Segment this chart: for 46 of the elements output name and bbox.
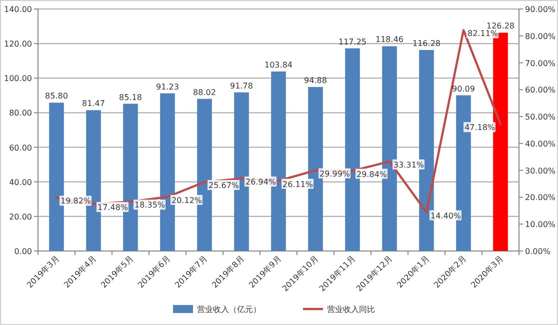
data-label: 116.28 xyxy=(412,39,440,48)
data-label: 33.31% xyxy=(394,160,424,170)
y-tick-label: 20.00 xyxy=(9,212,32,222)
data-label: 81.47 xyxy=(82,99,105,108)
data-label: 117.25 xyxy=(338,37,366,46)
data-label: 14.40% xyxy=(430,211,462,220)
y2-tick-label: 50.00% xyxy=(525,112,556,122)
y-tick-label: 140.00 xyxy=(4,5,32,14)
y2-tick-label: 40.00% xyxy=(525,139,556,148)
data-label: 88.02 xyxy=(193,88,216,97)
y-tick-label: 120.00 xyxy=(4,40,32,49)
y2-tick-label: 0.00% xyxy=(525,247,551,256)
data-label: 91.23 xyxy=(156,82,179,92)
y-tick-label: 40.00 xyxy=(9,178,32,187)
y2-tick-label: 60.00% xyxy=(525,86,556,95)
data-label: 18.35% xyxy=(134,200,166,210)
y2-tick-label: 90.00% xyxy=(525,5,556,14)
data-label: 126.28 xyxy=(486,22,514,31)
data-label: 85.80 xyxy=(45,92,68,101)
data-label: 103.84 xyxy=(264,60,292,70)
data-label: 17.48% xyxy=(98,203,128,212)
y2-tick-label: 30.00% xyxy=(525,166,556,176)
data-label: 29.99% xyxy=(320,169,350,178)
data-label: 29.84% xyxy=(356,170,388,179)
data-label: 118.46 xyxy=(376,35,404,44)
y-tick-label: 0.00 xyxy=(14,247,32,256)
data-label: 90.09 xyxy=(452,84,475,94)
data-label: 25.67% xyxy=(208,180,240,190)
data-label: 91.78 xyxy=(230,81,253,90)
data-label: 20.12% xyxy=(172,196,202,205)
legend-label: 营业收入同比 xyxy=(327,305,375,314)
data-label: 94.88 xyxy=(304,76,327,85)
y-tick-label: 80.00 xyxy=(9,108,32,118)
y2-tick-label: 70.00% xyxy=(525,58,556,68)
data-label: 26.11% xyxy=(282,180,314,189)
y-tick-label: 60.00 xyxy=(9,143,32,152)
y-tick-label: 100.00 xyxy=(4,74,32,84)
y2-tick-label: 10.00% xyxy=(525,220,556,230)
y2-tick-label: 20.00% xyxy=(525,193,556,202)
data-label: 26.94% xyxy=(246,178,276,187)
legend-label: 营业收入（亿元） xyxy=(197,305,261,314)
data-label: 85.18 xyxy=(119,92,142,102)
y2-tick-label: 80.00% xyxy=(525,32,556,41)
data-label: 82.11% xyxy=(468,29,498,38)
data-label: 19.82% xyxy=(60,196,92,206)
data-label: 47.18% xyxy=(464,123,496,132)
